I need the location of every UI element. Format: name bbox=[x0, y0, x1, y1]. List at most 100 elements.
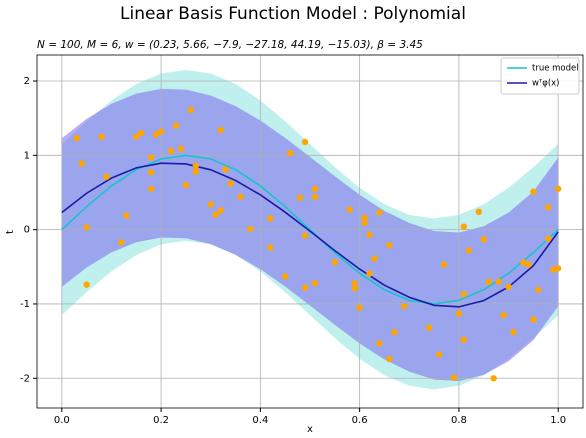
data-point bbox=[147, 185, 155, 192]
data-point bbox=[301, 284, 309, 291]
data-point bbox=[331, 259, 339, 266]
y-tick-label: 0 bbox=[24, 225, 30, 236]
data-point bbox=[361, 214, 368, 221]
y-axis-label: t bbox=[5, 230, 16, 234]
data-point bbox=[450, 374, 458, 381]
data-point bbox=[187, 106, 195, 114]
data-point bbox=[530, 188, 537, 195]
legend-label: true model bbox=[532, 64, 579, 74]
data-point bbox=[401, 302, 408, 310]
data-point bbox=[425, 324, 433, 331]
data-point bbox=[192, 162, 200, 169]
data-point bbox=[391, 328, 398, 336]
data-point bbox=[505, 283, 512, 291]
data-point bbox=[435, 351, 443, 358]
data-point bbox=[118, 239, 125, 246]
data-point bbox=[237, 193, 244, 201]
data-point bbox=[222, 166, 229, 173]
data-point bbox=[167, 147, 175, 155]
data-point bbox=[386, 242, 393, 249]
x-axis-label: x bbox=[307, 424, 313, 435]
data-point bbox=[301, 232, 309, 239]
data-point bbox=[386, 355, 393, 363]
data-point bbox=[78, 160, 85, 167]
data-point bbox=[217, 126, 224, 134]
data-point bbox=[147, 169, 155, 176]
data-point bbox=[376, 209, 383, 216]
data-point bbox=[530, 316, 537, 323]
data-point bbox=[138, 129, 145, 137]
data-point bbox=[212, 211, 219, 218]
data-point bbox=[554, 185, 562, 192]
data-point bbox=[475, 208, 482, 216]
data-point bbox=[147, 154, 155, 161]
data-point bbox=[133, 133, 140, 140]
data-point bbox=[172, 122, 180, 129]
data-point bbox=[351, 279, 358, 287]
chart-subtitle: N = 100, M = 6, w = (0.23, 5.66, −7.9, −… bbox=[37, 39, 423, 51]
data-point bbox=[510, 328, 517, 336]
data-point bbox=[182, 181, 190, 189]
data-point bbox=[550, 266, 557, 273]
data-point bbox=[281, 273, 289, 280]
y-tick-label: -1 bbox=[20, 299, 30, 310]
x-tick-label: 1.0 bbox=[550, 415, 566, 426]
data-point bbox=[460, 223, 468, 230]
data-point bbox=[192, 168, 200, 175]
data-point bbox=[366, 231, 373, 239]
data-point bbox=[83, 281, 90, 288]
data-point bbox=[490, 375, 497, 382]
data-point bbox=[346, 206, 353, 213]
x-tick-label: 0.2 bbox=[153, 415, 169, 426]
data-point bbox=[311, 193, 319, 201]
data-point bbox=[157, 128, 165, 135]
data-point bbox=[520, 259, 527, 266]
data-point bbox=[83, 224, 90, 231]
data-point bbox=[361, 219, 368, 227]
legend-box bbox=[500, 57, 580, 95]
data-point bbox=[152, 131, 160, 138]
y-tick-label: -2 bbox=[20, 373, 30, 384]
data-point bbox=[217, 207, 224, 214]
data-point bbox=[207, 201, 214, 208]
data-point bbox=[545, 235, 552, 242]
data-point bbox=[545, 204, 552, 211]
data-point bbox=[535, 286, 542, 294]
chart-title: Linear Basis Function Model : Polynomial bbox=[120, 4, 466, 24]
data-point bbox=[525, 261, 532, 268]
data-point bbox=[351, 285, 358, 292]
data-point bbox=[267, 215, 274, 222]
data-point bbox=[480, 236, 487, 243]
data-point bbox=[376, 340, 383, 347]
x-tick-label: 0.8 bbox=[451, 415, 467, 426]
data-point bbox=[98, 133, 105, 140]
data-point bbox=[267, 244, 274, 251]
data-point bbox=[485, 278, 492, 285]
legend-label: wᵀφ(x) bbox=[532, 79, 560, 89]
data-point bbox=[301, 138, 309, 146]
data-point bbox=[356, 304, 363, 311]
data-point bbox=[311, 279, 319, 287]
data-point bbox=[247, 225, 254, 233]
data-point bbox=[311, 185, 319, 192]
data-point bbox=[460, 336, 468, 343]
data-point bbox=[366, 270, 373, 277]
x-tick-label: 0.4 bbox=[252, 415, 268, 426]
data-point bbox=[460, 291, 468, 298]
data-point bbox=[455, 310, 463, 317]
data-point bbox=[495, 278, 502, 285]
data-point bbox=[440, 261, 448, 268]
data-point bbox=[500, 311, 507, 319]
line bbox=[61, 162, 559, 308]
data-point bbox=[554, 265, 562, 272]
x-tick-label: 0.6 bbox=[352, 415, 368, 426]
y-tick-label: 2 bbox=[24, 76, 30, 87]
data-point bbox=[286, 149, 294, 157]
plot-frame bbox=[36, 54, 584, 409]
data-point bbox=[227, 180, 234, 187]
data-point bbox=[296, 194, 304, 201]
y-tick-label: 1 bbox=[24, 150, 30, 161]
data-point bbox=[465, 247, 473, 254]
data-point bbox=[103, 173, 110, 181]
